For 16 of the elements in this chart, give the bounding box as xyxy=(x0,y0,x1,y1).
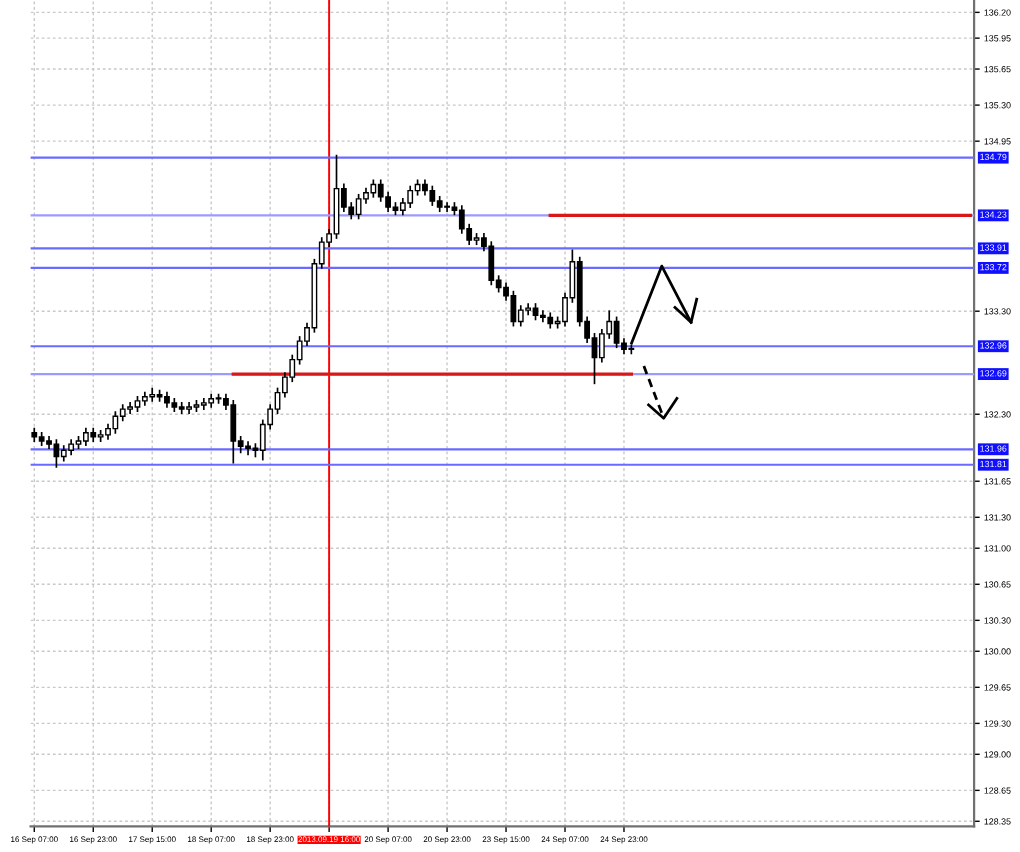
candlestick xyxy=(127,402,134,415)
candlestick xyxy=(355,193,362,220)
candlestick xyxy=(112,411,119,434)
candlestick xyxy=(200,397,207,410)
candlestick xyxy=(444,202,450,213)
candlestick xyxy=(149,387,156,402)
candlestick xyxy=(178,402,185,415)
candlestick xyxy=(488,241,495,286)
candlestick xyxy=(407,185,414,208)
candlestick xyxy=(186,402,192,415)
candlestick xyxy=(539,310,546,323)
candlestick xyxy=(230,400,237,464)
candlestick xyxy=(53,439,60,468)
candlestick xyxy=(245,441,251,456)
candlestick xyxy=(429,185,436,206)
candlestick xyxy=(613,316,620,349)
